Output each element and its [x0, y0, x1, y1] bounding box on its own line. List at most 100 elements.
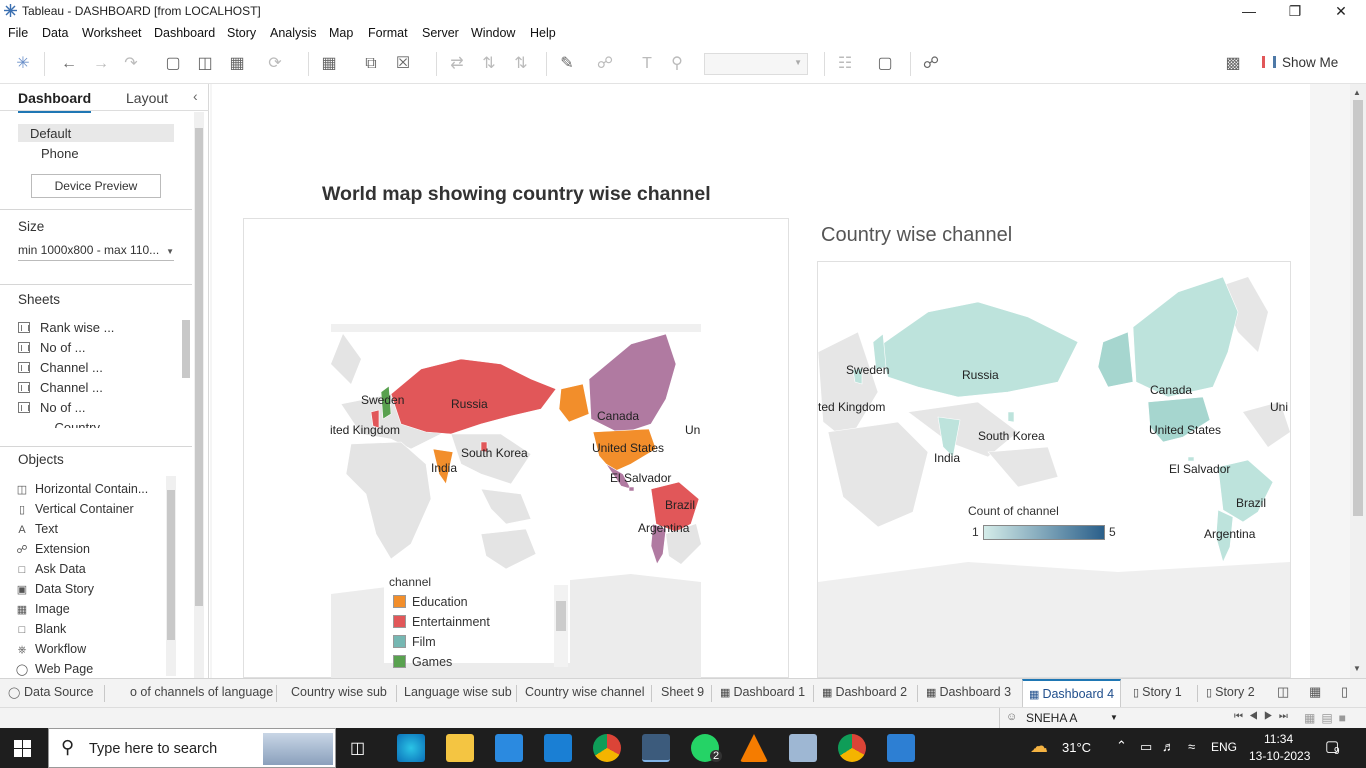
- count-legend[interactable]: Count of channel 1 5: [966, 504, 1116, 544]
- object-image[interactable]: ▦ Image: [16, 602, 70, 616]
- menu-help[interactable]: Help: [530, 26, 556, 40]
- legend-item-games[interactable]: Games: [393, 655, 452, 669]
- sort-descending-icon[interactable]: ⇅: [514, 55, 528, 72]
- replay-icon[interactable]: ↷: [124, 55, 138, 72]
- pause-updates-icon[interactable]: ▦: [229, 55, 245, 72]
- device-phone[interactable]: Phone: [41, 146, 79, 161]
- duplicate-sheet-icon[interactable]: ⧉: [365, 55, 377, 72]
- right-map-container[interactable]: Sweden Russia ted Kingdom Canada South K…: [817, 261, 1291, 678]
- object-web-page[interactable]: ◯ Web Page: [15, 662, 94, 676]
- menu-window[interactable]: Window: [471, 26, 516, 40]
- tab-dashboard[interactable]: ▦ Dashboard 1: [720, 685, 806, 699]
- document-viewer-icon[interactable]: [789, 734, 817, 762]
- object-data-story[interactable]: ▣ Data Story: [16, 582, 95, 596]
- store-icon[interactable]: [495, 734, 523, 762]
- object-blank[interactable]: □ Blank: [15, 622, 67, 640]
- labels-icon[interactable]: T: [642, 55, 652, 72]
- view-mode-icons[interactable]: ▦▤■: [1304, 711, 1352, 725]
- taskbar-search[interactable]: ⚲ Type here to search: [48, 728, 336, 768]
- share-icon[interactable]: ☍: [922, 55, 940, 72]
- close-button[interactable]: ✕: [1335, 3, 1347, 19]
- notification-icon[interactable]: ▢: [1325, 738, 1340, 755]
- windows-start-icon[interactable]: [14, 740, 31, 757]
- highlight-icon[interactable]: ✎: [560, 55, 574, 72]
- clock-date[interactable]: 13-10-2023: [1249, 749, 1311, 763]
- device-preview-button[interactable]: Device Preview: [31, 174, 161, 198]
- right-world-map[interactable]: [818, 272, 1290, 677]
- menu-dashboard[interactable]: Dashboard: [154, 26, 216, 40]
- tab-story[interactable]: ▯ Story 2: [1206, 685, 1255, 699]
- object-text[interactable]: A Text: [15, 522, 58, 540]
- new-dashboard-tab-icon[interactable]: ▦: [1309, 684, 1322, 699]
- legend-item-entertainment[interactable]: Entertainment: [393, 615, 490, 629]
- legend-item-education[interactable]: Education: [393, 595, 468, 609]
- fit-dropdown[interactable]: ▼: [704, 53, 808, 75]
- sheet-item[interactable]: ... Country ...: [40, 420, 115, 428]
- tab-dashboard-active[interactable]: ▦ Dashboard 4: [1022, 679, 1122, 708]
- canvas-scrollbar[interactable]: ▲ ▼: [1350, 84, 1366, 678]
- fix-axes-icon[interactable]: ⚲: [671, 55, 683, 72]
- new-story-tab-icon[interactable]: ▯: [1341, 684, 1349, 699]
- chrome-profile-icon[interactable]: [838, 734, 866, 762]
- language-indicator[interactable]: ENG: [1211, 740, 1238, 754]
- tab-sheet[interactable]: Sheet 9: [661, 685, 705, 699]
- tab-sheet[interactable]: Country wise channel: [525, 685, 645, 699]
- weather-temp[interactable]: 31°C: [1062, 740, 1092, 755]
- menu-analysis[interactable]: Analysis: [270, 26, 317, 40]
- photos-icon[interactable]: [887, 734, 915, 762]
- tableau-home-icon[interactable]: ✳: [16, 55, 30, 72]
- object-workflow[interactable]: ⎈ Workflow: [15, 642, 87, 660]
- object-ask-data[interactable]: □ Ask Data: [15, 562, 86, 580]
- tab-sheet[interactable]: Language wise sub: [404, 685, 512, 699]
- sheet-item[interactable]: Channel ...: [18, 360, 103, 378]
- object-horizontal-container[interactable]: ◫ Horizontal Contain...: [16, 482, 149, 496]
- menu-data[interactable]: Data: [42, 26, 69, 40]
- format-painter-icon[interactable]: ▩: [1225, 55, 1241, 72]
- tab-data-source[interactable]: Data Source: [24, 685, 94, 699]
- save-icon[interactable]: ▢: [165, 55, 181, 72]
- tray-chevron-icon[interactable]: ⌃: [1116, 738, 1127, 753]
- legend-item-film[interactable]: Film: [393, 635, 436, 649]
- new-worksheet-icon[interactable]: ▦: [321, 55, 337, 72]
- volume-icon[interactable]: ♬: [1162, 739, 1175, 754]
- file-explorer-icon[interactable]: [446, 734, 474, 762]
- wifi-icon[interactable]: ≈: [1188, 739, 1196, 754]
- menu-file[interactable]: File: [8, 26, 29, 40]
- tab-dashboard[interactable]: ▦ Dashboard 2: [822, 685, 908, 699]
- sort-ascending-icon[interactable]: ⇅: [482, 55, 496, 72]
- left-map-container[interactable]: Sweden Russia ited Kingdom India South K…: [243, 218, 789, 678]
- tab-story[interactable]: ▯ Story 1: [1133, 685, 1182, 699]
- sheet-item[interactable]: Channel ...: [18, 380, 103, 398]
- show-cards-icon[interactable]: ☷: [837, 55, 853, 72]
- user-name[interactable]: SNEHA A: [1026, 711, 1078, 725]
- tableau-taskbar-icon[interactable]: [642, 734, 670, 762]
- refresh-icon[interactable]: ⟳: [268, 55, 282, 72]
- size-dropdown[interactable]: min 1000x800 - max 110... ▼: [18, 243, 174, 261]
- tab-navigation-icons[interactable]: ⏮◀▶⏭: [1234, 711, 1294, 722]
- tab-dashboard[interactable]: Dashboard: [18, 90, 92, 113]
- device-default[interactable]: Default: [30, 126, 72, 141]
- presentation-mode-icon[interactable]: ▢: [877, 55, 893, 72]
- tab-layout[interactable]: Layout: [126, 90, 169, 106]
- tab-sheet[interactable]: Country wise sub: [291, 685, 387, 699]
- sheet-item[interactable]: No of ...: [18, 400, 86, 418]
- chrome-icon[interactable]: [593, 734, 621, 762]
- menu-server[interactable]: Server: [422, 26, 459, 40]
- restore-button[interactable]: ❐: [1288, 3, 1302, 19]
- menu-map[interactable]: Map: [329, 26, 354, 40]
- task-view-icon[interactable]: ◫: [350, 740, 366, 757]
- battery-icon[interactable]: ▭: [1140, 739, 1153, 754]
- new-data-source-icon[interactable]: ◫: [197, 55, 213, 72]
- tab-sheet[interactable]: o of channels of language: [130, 685, 274, 699]
- collapse-panel-icon[interactable]: ‹: [193, 88, 198, 104]
- show-me-button[interactable]: Show Me: [1262, 55, 1338, 73]
- channel-legend[interactable]: channel Education Entertainment Film Gam…: [384, 575, 570, 669]
- sheet-item[interactable]: No of ...: [18, 340, 86, 358]
- panel-scrollbar[interactable]: [194, 112, 204, 678]
- new-worksheet-tab-icon[interactable]: ◫: [1277, 684, 1290, 699]
- group-icon[interactable]: ☍: [596, 55, 614, 72]
- menu-worksheet[interactable]: Worksheet: [82, 26, 142, 40]
- objects-scrollbar[interactable]: [166, 476, 176, 676]
- clear-sheet-icon[interactable]: ☒: [395, 55, 411, 72]
- redo-icon[interactable]: →: [93, 55, 109, 72]
